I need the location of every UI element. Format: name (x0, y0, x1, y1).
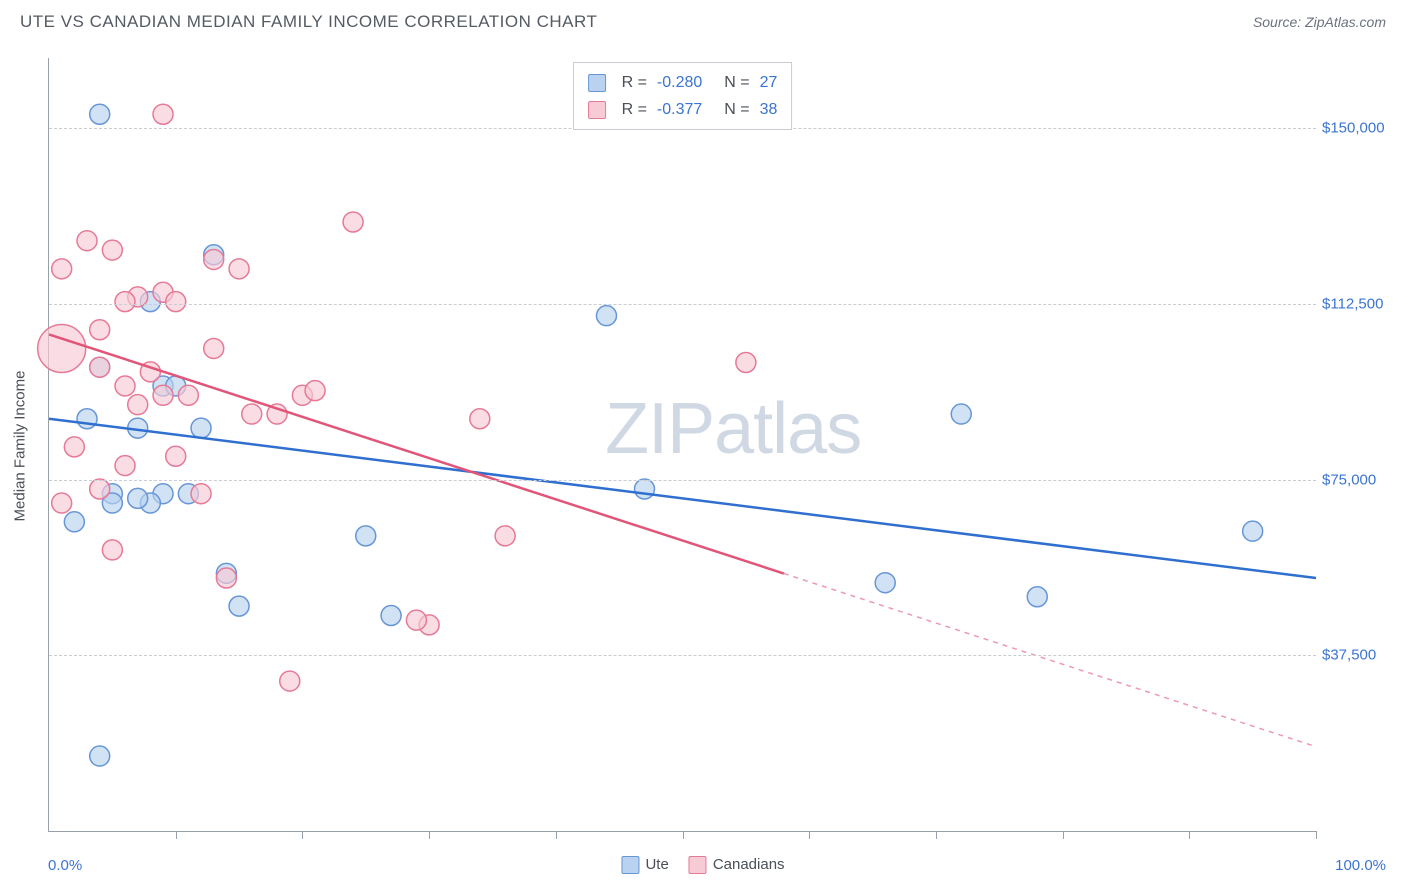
stat-r-label: R = (622, 69, 647, 96)
scatter-point (242, 404, 262, 424)
y-tick-label: $37,500 (1322, 647, 1394, 664)
scatter-point (178, 385, 198, 405)
x-axis-min-label: 0.0% (48, 857, 82, 874)
scatter-point (951, 404, 971, 424)
bottom-legend: Ute Canadians (621, 856, 784, 874)
scatter-point (102, 240, 122, 260)
chart-title: UTE VS CANADIAN MEDIAN FAMILY INCOME COR… (20, 12, 597, 32)
scatter-point (153, 385, 173, 405)
scatter-point (102, 540, 122, 560)
x-tick (683, 831, 684, 839)
scatter-point (166, 446, 186, 466)
y-tick-label: $75,000 (1322, 471, 1394, 488)
y-tick-label: $112,500 (1322, 295, 1394, 312)
scatter-point (634, 479, 654, 499)
scatter-point (90, 479, 110, 499)
correlation-stats-box: R = -0.280 N = 27 R = -0.377 N = 38 (573, 62, 793, 130)
scatter-point (875, 573, 895, 593)
scatter-svg (49, 58, 1316, 831)
x-tick (302, 831, 303, 839)
scatter-point (204, 249, 224, 269)
trend-line-dashed (784, 574, 1316, 747)
stats-row: R = -0.280 N = 27 (588, 69, 778, 96)
x-tick (429, 831, 430, 839)
scatter-point (470, 409, 490, 429)
scatter-point (229, 259, 249, 279)
legend-label: Canadians (713, 856, 785, 873)
x-tick (1189, 831, 1190, 839)
scatter-point (216, 568, 236, 588)
y-tick-label: $150,000 (1322, 120, 1394, 137)
x-tick (936, 831, 937, 839)
plot-area: ZIPatlas R = -0.280N = 27R = -0.377N = 3… (48, 58, 1316, 832)
trend-line (49, 419, 1316, 578)
scatter-point (305, 381, 325, 401)
y-axis-title: Median Family Income (12, 371, 29, 522)
legend-swatch (689, 856, 707, 874)
scatter-point (343, 212, 363, 232)
legend-swatch (588, 74, 606, 92)
x-axis-max-label: 100.0% (1335, 857, 1386, 874)
scatter-point (191, 484, 211, 504)
stat-r-value: -0.377 (657, 96, 702, 123)
scatter-point (128, 395, 148, 415)
x-tick (809, 831, 810, 839)
scatter-point (115, 456, 135, 476)
scatter-point (90, 357, 110, 377)
scatter-point (52, 493, 72, 513)
scatter-point (495, 526, 515, 546)
scatter-point (64, 437, 84, 457)
trend-line (49, 334, 784, 573)
scatter-point (191, 418, 211, 438)
scatter-point (115, 292, 135, 312)
scatter-point (204, 338, 224, 358)
scatter-point (153, 104, 173, 124)
scatter-point (128, 488, 148, 508)
scatter-point (1243, 521, 1263, 541)
scatter-point (166, 292, 186, 312)
stat-n-value: 27 (760, 69, 778, 96)
legend-item: Ute (621, 856, 668, 874)
gridline (49, 480, 1316, 481)
gridline (49, 655, 1316, 656)
scatter-point (381, 605, 401, 625)
scatter-point (406, 610, 426, 630)
legend-item: Canadians (689, 856, 785, 874)
scatter-point (115, 376, 135, 396)
scatter-point (38, 324, 86, 372)
chart-header: UTE VS CANADIAN MEDIAN FAMILY INCOME COR… (0, 0, 1406, 40)
x-tick (1316, 831, 1317, 839)
scatter-point (596, 306, 616, 326)
x-tick (176, 831, 177, 839)
stats-row: R = -0.377 N = 38 (588, 96, 778, 123)
scatter-point (77, 409, 97, 429)
scatter-point (229, 596, 249, 616)
stat-r-value: -0.280 (657, 69, 702, 96)
scatter-point (736, 353, 756, 373)
scatter-point (90, 320, 110, 340)
scatter-point (1027, 587, 1047, 607)
scatter-point (64, 512, 84, 532)
legend-swatch (588, 101, 606, 119)
stat-n-label: N = (724, 96, 749, 123)
gridline (49, 304, 1316, 305)
chart-source: Source: ZipAtlas.com (1253, 14, 1386, 30)
stat-r-label: R = (622, 96, 647, 123)
scatter-point (90, 746, 110, 766)
legend-label: Ute (645, 856, 668, 873)
scatter-point (280, 671, 300, 691)
x-tick (1063, 831, 1064, 839)
scatter-point (77, 231, 97, 251)
scatter-point (356, 526, 376, 546)
scatter-point (90, 104, 110, 124)
stat-n-value: 38 (760, 96, 778, 123)
x-tick (556, 831, 557, 839)
legend-swatch (621, 856, 639, 874)
stat-n-label: N = (724, 69, 749, 96)
scatter-point (52, 259, 72, 279)
